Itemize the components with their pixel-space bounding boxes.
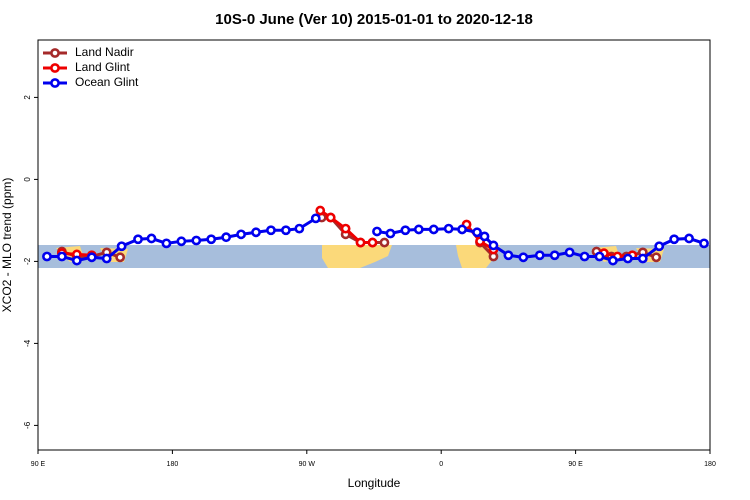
data-point	[684, 233, 694, 244]
data-point	[367, 237, 378, 248]
x-tick-label: 180	[704, 461, 716, 468]
data-point	[310, 213, 321, 224]
y-tick-label: -4	[23, 339, 32, 347]
x-tick-label: 90 E	[31, 461, 46, 468]
data-point	[579, 251, 590, 262]
data-point	[622, 253, 633, 264]
legend-label: Land Glint	[75, 60, 130, 74]
data-point	[564, 247, 575, 258]
chart-title: 10S-0 June (Ver 10) 2015-01-01 to 2020-1…	[215, 11, 533, 28]
y-tick-label: -6	[23, 421, 32, 429]
data-point	[443, 223, 454, 234]
x-axis-label: Longitude	[348, 476, 401, 490]
data-point	[315, 205, 326, 216]
data-point	[479, 231, 490, 242]
legend-label: Ocean Glint	[75, 75, 139, 89]
data-point	[654, 241, 665, 252]
data-point	[161, 238, 172, 249]
data-point	[637, 253, 648, 264]
data-point	[206, 234, 217, 245]
data-point	[42, 251, 52, 262]
data-point	[266, 225, 276, 236]
data-point	[176, 236, 187, 247]
y-tick-label: 0	[23, 177, 32, 182]
data-point	[534, 250, 545, 261]
x-tick-label: 0	[439, 461, 443, 468]
data-point	[549, 250, 560, 261]
data-point	[236, 229, 246, 240]
legend-marker	[50, 63, 60, 73]
data-point	[116, 241, 127, 252]
data-point	[372, 226, 382, 237]
legend-marker	[50, 78, 60, 88]
data-point	[594, 251, 605, 262]
data-point	[56, 251, 67, 262]
data-point	[280, 225, 291, 236]
y-tick-label: 2	[23, 95, 32, 100]
data-point	[71, 255, 82, 266]
land-patch	[322, 245, 392, 268]
data-point	[379, 237, 390, 248]
data-point	[133, 234, 143, 245]
data-point	[488, 240, 499, 251]
y-tick-label: -2	[23, 257, 32, 265]
data-point	[115, 252, 126, 263]
data-point	[385, 228, 396, 239]
data-point	[101, 253, 112, 264]
data-point	[503, 250, 514, 261]
data-point	[294, 223, 305, 234]
data-point	[457, 224, 468, 235]
data-point	[355, 237, 366, 248]
x-tick-label: 90 E	[568, 461, 583, 468]
data-point	[221, 232, 232, 243]
data-point	[651, 252, 662, 263]
y-axis-label: XCO2 - MLO trend (ppm)	[0, 178, 14, 313]
data-point	[518, 252, 529, 263]
data-point	[400, 225, 411, 236]
data-point	[413, 224, 424, 235]
data-point	[472, 227, 482, 238]
data-point	[669, 234, 680, 245]
x-tick-label: 180	[167, 461, 179, 468]
data-point	[191, 235, 202, 246]
data-point	[86, 252, 97, 263]
data-point	[699, 238, 709, 249]
data-point	[428, 224, 439, 235]
legend-label: Land Nadir	[75, 45, 134, 59]
data-point	[325, 212, 336, 223]
plot-frame	[37, 39, 711, 451]
legend-marker	[50, 48, 60, 58]
data-point	[340, 223, 351, 234]
x-tick-label: 90 W	[299, 461, 316, 468]
data-point	[608, 255, 618, 266]
data-point	[251, 227, 261, 238]
data-point	[146, 233, 157, 244]
